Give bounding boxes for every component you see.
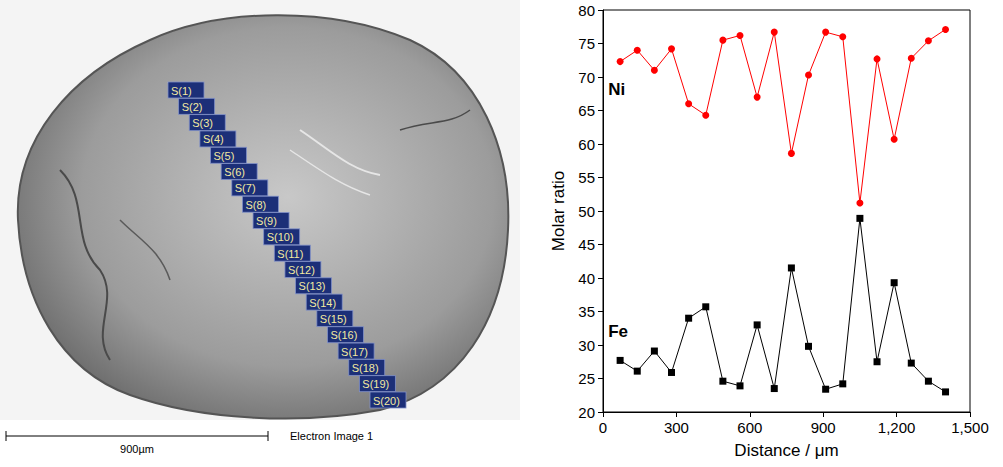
svg-text:1,200: 1,200 [878, 419, 916, 436]
svg-text:25: 25 [578, 370, 595, 387]
svg-text:S(11): S(11) [277, 248, 303, 260]
svg-text:S(15): S(15) [320, 313, 347, 325]
svg-text:S(9): S(9) [256, 215, 277, 227]
svg-text:Distance / μm: Distance / μm [734, 441, 838, 460]
svg-text:S(4): S(4) [203, 133, 224, 145]
svg-text:S(13): S(13) [299, 280, 326, 292]
svg-text:S(12): S(12) [288, 264, 315, 276]
svg-text:20: 20 [578, 404, 595, 421]
svg-text:Molar ratio: Molar ratio [549, 171, 568, 251]
svg-text:S(8): S(8) [245, 199, 266, 211]
svg-text:40: 40 [578, 270, 595, 287]
svg-text:S(1): S(1) [171, 85, 192, 97]
svg-text:50: 50 [578, 203, 595, 220]
svg-text:S(16): S(16) [330, 329, 357, 341]
svg-text:70: 70 [578, 69, 595, 86]
svg-text:35: 35 [578, 303, 595, 320]
svg-text:S(2): S(2) [182, 101, 203, 113]
svg-text:60: 60 [578, 136, 595, 153]
svg-text:S(5): S(5) [214, 150, 235, 162]
svg-text:S(18): S(18) [352, 362, 379, 374]
svg-text:Ni: Ni [608, 80, 625, 99]
svg-text:600: 600 [737, 419, 762, 436]
svg-text:S(3): S(3) [192, 117, 213, 129]
svg-text:65: 65 [578, 102, 595, 119]
svg-text:S(6): S(6) [224, 166, 245, 178]
svg-text:1,500: 1,500 [951, 419, 989, 436]
svg-text:S(14): S(14) [309, 297, 336, 309]
svg-text:900µm: 900µm [120, 443, 154, 455]
svg-text:55: 55 [578, 169, 595, 186]
svg-text:45: 45 [578, 236, 595, 253]
svg-text:Fe: Fe [608, 322, 628, 341]
svg-text:S(20): S(20) [373, 395, 400, 407]
svg-text:S(7): S(7) [235, 182, 256, 194]
svg-text:75: 75 [578, 35, 595, 52]
svg-text:S(17): S(17) [341, 346, 368, 358]
svg-text:S(19): S(19) [362, 378, 389, 390]
svg-text:80: 80 [578, 2, 595, 19]
svg-text:S(10): S(10) [267, 231, 294, 243]
svg-text:Electron Image 1: Electron Image 1 [290, 430, 373, 442]
svg-text:0: 0 [599, 419, 607, 436]
svg-text:900: 900 [811, 419, 836, 436]
svg-text:300: 300 [664, 419, 689, 436]
svg-text:30: 30 [578, 337, 595, 354]
